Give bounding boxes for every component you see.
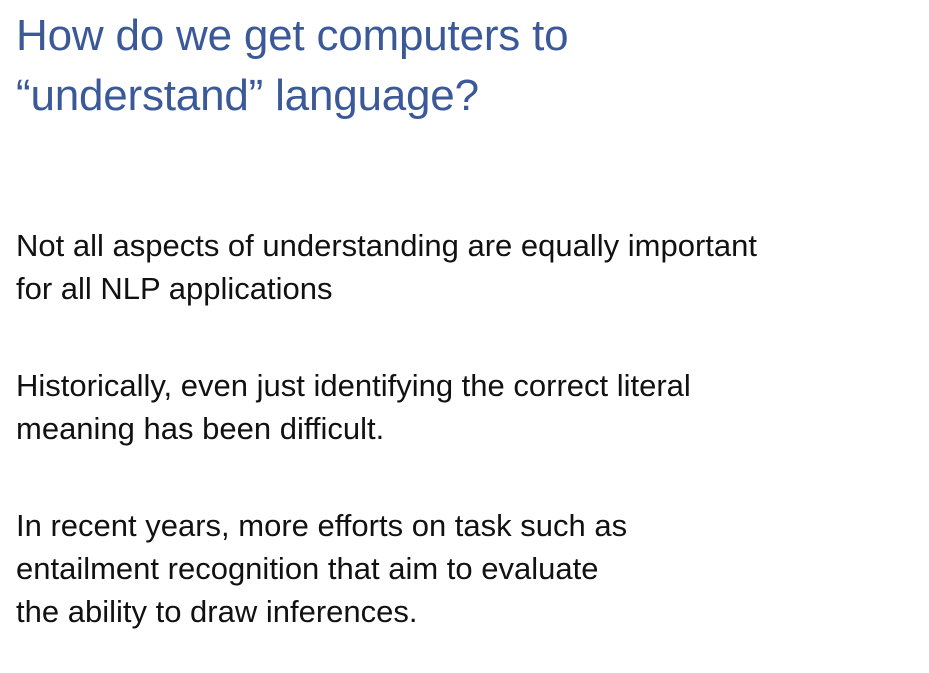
paragraph-line: entailment recognition that aim to evalu… [16,551,599,586]
paragraph-line: In recent years, more efforts on task su… [16,508,628,543]
paragraph-line: meaning has been difficult. [16,411,385,446]
paragraph-line: Historically, even just identifying the … [16,368,691,403]
paragraph-line: for all NLP applications [16,271,333,306]
slide-title: How do we get computers to “understand” … [16,6,569,126]
paragraph-line: Not all aspects of understanding are equ… [16,228,757,263]
paragraph-line: the ability to draw inferences. [16,594,418,629]
slide-title-line: “understand” language? [16,71,479,120]
paragraph-literal-meaning: Historically, even just identifying the … [16,364,921,450]
slide-body: Not all aspects of understanding are equ… [16,224,921,673]
paragraph-entailment: In recent years, more efforts on task su… [16,504,921,633]
paragraph-nlp-applications: Not all aspects of understanding are equ… [16,224,921,310]
slide-title-line: How do we get computers to [16,11,569,60]
